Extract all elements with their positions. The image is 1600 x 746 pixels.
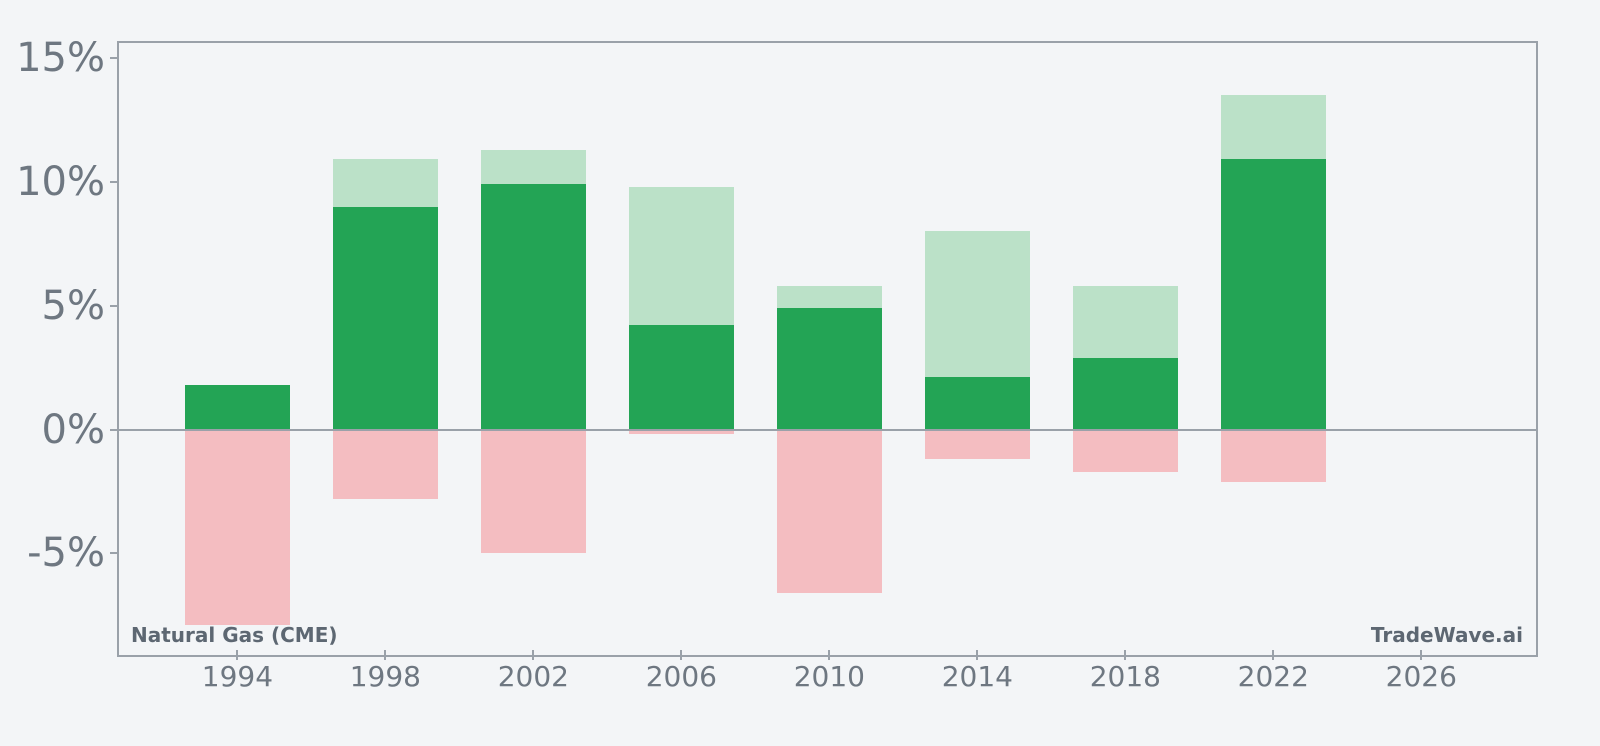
bar-segment-range-high <box>924 231 1030 378</box>
bar-segment-range-high <box>1220 95 1326 160</box>
x-tick-mark <box>828 650 831 660</box>
x-axis-tick-label: 2002 <box>497 660 569 693</box>
instrument-label: Natural Gas (CME) <box>131 623 338 647</box>
bar-segment-average-gain <box>1072 357 1178 430</box>
bar-segment-range-high <box>776 285 882 309</box>
x-axis-tick-label: 1998 <box>349 660 421 693</box>
x-tick-mark <box>384 650 387 660</box>
bar-segment-range-high <box>1072 285 1178 358</box>
x-axis-tick-label: 2026 <box>1385 660 1457 693</box>
y-tick-mark <box>110 304 119 307</box>
x-axis-tick-label: 1994 <box>201 660 274 693</box>
x-tick-mark <box>236 650 239 660</box>
x-tick-mark <box>1420 650 1423 660</box>
y-tick-mark <box>110 552 119 555</box>
x-axis-tick-label: 2010 <box>793 660 865 693</box>
y-axis-tick-label: 10% <box>16 158 105 205</box>
bar-segment-range-low <box>481 429 586 554</box>
x-axis-tick-label: 2014 <box>941 660 1013 693</box>
bar-segment-range-low <box>924 429 1030 460</box>
x-axis-tick-label: 2018 <box>1089 660 1161 693</box>
watermark: TradeWave.ai <box>1370 623 1523 647</box>
x-axis-tick-label: 2022 <box>1237 660 1309 693</box>
y-tick-mark <box>110 180 119 183</box>
bar-segment-range-high <box>333 159 438 207</box>
y-tick-mark <box>110 56 119 59</box>
bar-segment-average-gain <box>333 206 438 430</box>
bar-segment-range-low <box>629 429 734 435</box>
bar-segment-range-high <box>481 149 586 185</box>
bar-segment-range-low <box>185 429 290 626</box>
bar-segment-range-low <box>1220 429 1326 482</box>
bar-segment-average-gain <box>481 184 586 430</box>
x-axis-tick-label: 2006 <box>645 660 717 693</box>
y-axis-tick-label: 0% <box>41 406 105 453</box>
y-axis-tick-label: -5% <box>27 530 105 577</box>
bar-segment-average-gain <box>924 377 1030 430</box>
bar-segment-range-low <box>776 429 882 594</box>
bar-segment-range-low <box>1072 429 1178 472</box>
y-axis-tick-label: 5% <box>41 282 105 329</box>
x-tick-mark <box>1124 650 1127 660</box>
x-tick-mark <box>1272 650 1275 660</box>
bar-segment-average-gain <box>185 384 290 430</box>
x-tick-mark <box>976 650 979 660</box>
x-tick-mark <box>532 650 535 660</box>
bar-segment-range-high <box>629 186 734 326</box>
y-tick-mark <box>110 428 119 431</box>
bar-segment-average-gain <box>776 308 882 430</box>
x-tick-mark <box>680 650 683 660</box>
bar-segment-average-gain <box>629 325 734 430</box>
bar-segment-average-gain <box>1220 159 1326 430</box>
y-axis-tick-label: 15% <box>16 34 105 81</box>
bar-segment-range-low <box>333 429 438 499</box>
zero-line <box>119 428 1536 431</box>
